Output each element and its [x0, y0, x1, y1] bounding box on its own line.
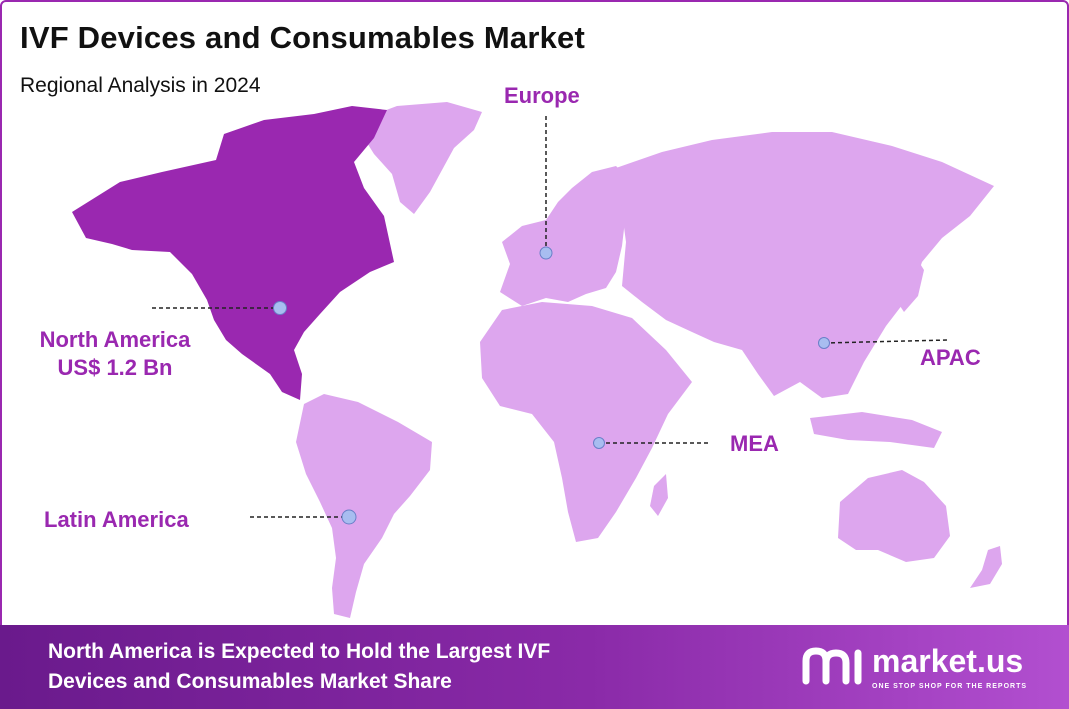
latin-america-marker-icon: [341, 509, 357, 525]
north-america-value: US$ 1.2 Bn: [57, 355, 173, 380]
australia-region: [838, 470, 950, 562]
north-america-region: [72, 106, 394, 400]
latin-america-region: [296, 394, 432, 618]
north-america-marker-icon: [273, 301, 287, 315]
apac-marker-icon: [818, 337, 830, 349]
market-us-logo-icon: [802, 647, 862, 685]
brand-block: market.us ONE STOP SHOP FOR THE REPORTS: [800, 641, 1050, 697]
japan-region: [896, 254, 924, 312]
southeast-asia-islands: [810, 412, 942, 448]
brand-name: market.us: [872, 643, 1024, 679]
new-zealand-region: [970, 546, 1002, 588]
europe-marker-icon: [539, 246, 553, 260]
footer-banner: North America is Expected to Hold the La…: [0, 625, 1069, 709]
madagascar-region: [650, 474, 668, 516]
latin-america-label: Latin America: [44, 507, 189, 532]
mea-marker-icon: [593, 437, 605, 449]
footer-line-2: Devices and Consumables Market Share: [48, 670, 452, 693]
brand-tagline: ONE STOP SHOP FOR THE REPORTS: [872, 683, 1028, 690]
mea-label: MEA: [730, 431, 779, 456]
page-subtitle: Regional Analysis in 2024: [20, 74, 261, 97]
africa-region: [480, 302, 692, 542]
page-title: IVF Devices and Consumables Market: [20, 20, 585, 55]
north-america-name: North America: [39, 327, 191, 352]
footer-message: North America is Expected to Hold the La…: [48, 637, 550, 697]
footer-line-1: North America is Expected to Hold the La…: [48, 640, 551, 663]
world-map: [72, 102, 1002, 618]
europe-region: [500, 166, 630, 306]
asia-region: [616, 132, 994, 398]
apac-label: APAC: [920, 345, 981, 370]
greenland-region: [354, 102, 482, 214]
europe-label: Europe: [504, 83, 580, 108]
north-america-label: North America US$ 1.2 Bn: [20, 326, 210, 382]
